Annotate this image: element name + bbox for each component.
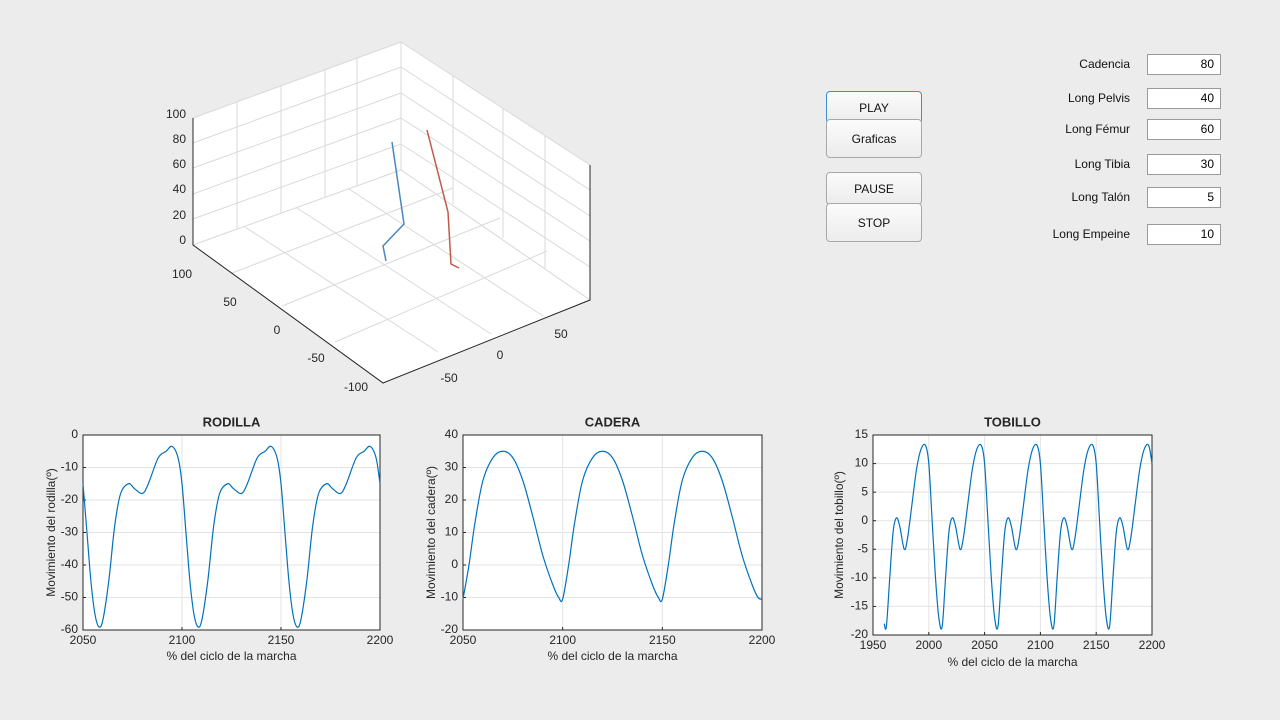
z-tick-label: 0	[179, 233, 186, 247]
y-tick-label: -20	[441, 622, 459, 636]
y-axis-label: Movimiento del cadera(º)	[424, 466, 438, 599]
line-chart: 1950 2000 2050 2100 2150 2200 -20 -15 -10 -5 0 5 10 1…	[832, 414, 1165, 669]
right-leg	[426, 129, 460, 269]
y-tick-label: 20	[445, 492, 459, 506]
y-tick-label: -10	[441, 590, 459, 604]
data-line	[883, 443, 1153, 630]
x-tick-label: 2200	[367, 633, 394, 647]
y-tick-label: 30	[445, 460, 459, 474]
x-tick-label: 50	[554, 327, 568, 341]
param-label: Long Pelvis	[1067, 91, 1130, 105]
x-tick-label: 1950	[860, 638, 887, 652]
chart-title: TOBILLO	[984, 414, 1041, 429]
y-tick-label: 5	[861, 484, 868, 498]
chart-title: RODILLA	[203, 414, 261, 429]
z-tick-label: 20	[173, 208, 187, 222]
param-input[interactable]: 10	[1147, 224, 1221, 245]
x-tick-label: 2050	[971, 638, 998, 652]
y-tick-label: 100	[172, 267, 192, 281]
axes-box	[82, 434, 381, 631]
y-tick-label: -40	[61, 557, 79, 571]
z-tick-label: 100	[166, 107, 186, 121]
y-tick-label: 0	[861, 513, 868, 527]
param-label: Long Tibia	[1074, 157, 1130, 171]
param-label: Long Fémur	[1065, 122, 1130, 136]
y-tick-label: -20	[851, 627, 869, 641]
y-tick-label: 0	[451, 557, 458, 571]
x-tick-label: 2050	[450, 633, 477, 647]
y-tick-label: 40	[445, 427, 459, 441]
pause-button[interactable]: PAUSE	[826, 172, 922, 205]
x-tick-label: 2150	[268, 633, 295, 647]
param-input[interactable]: 30	[1147, 154, 1221, 175]
play-button[interactable]: PLAY	[826, 91, 922, 124]
y-tick-label: 0	[71, 427, 78, 441]
line-chart: 2050 2100 2150 2200 -60 -50 -40 -30 -20 -10 0 RODIL…	[44, 414, 393, 663]
y-tick-label: -60	[61, 622, 79, 636]
param-label: Long Empeine	[1052, 227, 1130, 241]
x-tick-label: 2100	[169, 633, 196, 647]
param-input[interactable]: 60	[1147, 119, 1221, 140]
graficas-button[interactable]: Graficas	[826, 119, 922, 158]
x-tick-label: 2100	[1027, 638, 1054, 652]
x-tick-label: 2200	[1139, 638, 1166, 652]
axes-box	[872, 434, 1153, 636]
box-edges	[192, 118, 591, 384]
y-tick-label: 15	[855, 427, 869, 441]
axes-3d	[191, 41, 592, 384]
x-tick-label: 2150	[649, 633, 676, 647]
y-tick-label: -20	[61, 492, 79, 506]
data-line	[462, 450, 763, 603]
y-tick-label: -30	[61, 525, 79, 539]
stop-button[interactable]: STOP	[826, 203, 922, 242]
x-tick-label: 2200	[749, 633, 776, 647]
y-axis-label: Movimiento del tobillo(º)	[832, 471, 846, 599]
y-tick-label: -50	[307, 351, 325, 365]
x-tick-label: 2100	[549, 633, 576, 647]
z-tick-label: 40	[173, 182, 187, 196]
y-tick-label: -10	[61, 460, 79, 474]
x-tick-label: 2150	[1083, 638, 1110, 652]
x-axis-label: % del ciclo de la marcha	[947, 655, 1077, 669]
param-input[interactable]: 40	[1147, 88, 1221, 109]
param-input[interactable]: 5	[1147, 187, 1221, 208]
grid-3d	[192, 58, 591, 353]
y-tick-label: 10	[855, 456, 869, 470]
y-tick-label: 50	[223, 295, 237, 309]
x-tick-label: 2050	[70, 633, 97, 647]
x-tick-label: 2000	[915, 638, 942, 652]
z-tick-label: 80	[173, 132, 187, 146]
param-label: Long Talón	[1071, 190, 1131, 204]
data-line	[82, 445, 381, 628]
x-axis-label: % del ciclo de la marcha	[166, 649, 296, 663]
line-chart: 2050 2100 2150 2200 -20 -10 0 10 20 30 40 CADERA % d…	[424, 414, 775, 663]
x-tick-label: -50	[440, 371, 458, 385]
y-tick-label: -100	[344, 380, 368, 394]
ticks-3d: 0 20 40 60 80 100 100 50 0 -50 -100 -50 …	[166, 107, 568, 394]
y-axis-label: Movimiento del rodilla(º)	[44, 468, 58, 596]
y-tick-label: 0	[274, 323, 281, 337]
y-tick-label: 10	[445, 525, 459, 539]
y-tick-label: -50	[61, 590, 79, 604]
x-axis-label: % del ciclo de la marcha	[547, 649, 677, 663]
axes-box	[462, 434, 763, 631]
chart-title: CADERA	[585, 414, 641, 429]
y-tick-label: -5	[857, 541, 868, 555]
param-input[interactable]: 80	[1147, 54, 1221, 75]
z-tick-label: 60	[173, 157, 187, 171]
left-leg	[382, 141, 405, 262]
y-tick-label: -10	[851, 570, 869, 584]
param-label: Cadencia	[1079, 57, 1130, 71]
y-tick-label: -15	[851, 599, 869, 613]
x-tick-label: 0	[497, 348, 504, 362]
